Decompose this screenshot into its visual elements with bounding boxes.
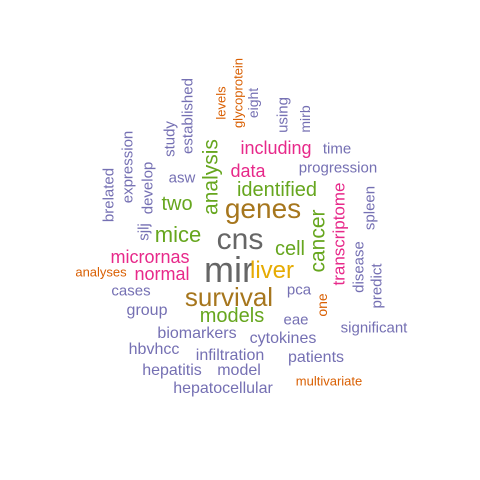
word-brelated: brelated — [100, 167, 118, 223]
word-glycoprotein: glycoprotein — [230, 57, 246, 129]
word-progression: progression — [298, 159, 378, 177]
word-including: including — [240, 138, 312, 158]
word-transcriptome: transcriptome — [329, 182, 349, 286]
word-patients: patients — [287, 349, 345, 366]
word-genes: genes — [224, 193, 302, 224]
word-two: two — [161, 193, 193, 215]
word-established: established — [179, 78, 197, 154]
word-pca: pca — [286, 281, 312, 299]
word-disease: disease — [350, 241, 368, 293]
word-time: time — [322, 140, 352, 158]
word-micrornas: micrornas — [110, 247, 190, 267]
word-cancer: cancer — [306, 209, 330, 273]
word-liver: liver — [249, 257, 295, 284]
word-identified: identified — [236, 179, 318, 201]
word-study: study — [161, 121, 179, 157]
word-model: model — [217, 362, 261, 379]
word-cns: cns — [216, 223, 264, 256]
word-analysis: analysis — [199, 139, 223, 215]
word-mice: mice — [154, 222, 202, 247]
word-sjlj: sjlj — [135, 223, 153, 241]
word-analyses: analyses — [75, 264, 127, 280]
word-expression: expression — [119, 130, 137, 204]
word-multivariate: multivariate — [295, 373, 363, 389]
word-data: data — [230, 161, 266, 181]
word-hepatocellular: hepatocellular — [173, 380, 273, 397]
word-significant: significant — [340, 319, 408, 337]
word-cases: cases — [111, 282, 151, 300]
word-predict: predict — [368, 263, 386, 309]
word-using: using — [274, 97, 292, 133]
word-cytokines: cytokines — [249, 330, 317, 347]
word-biomarkers: biomarkers — [157, 325, 237, 342]
word-eight: eight — [245, 87, 261, 119]
word-normal: normal — [134, 264, 190, 284]
word-asw: asw — [168, 169, 196, 187]
word-survival: survival — [184, 282, 274, 312]
word-group: group — [126, 302, 168, 319]
word-mir: mir — [204, 249, 254, 290]
word-cell: cell — [274, 238, 306, 260]
word-hepatitis: hepatitis — [142, 362, 202, 379]
word-mirb: mirb — [297, 105, 313, 133]
word-spleen: spleen — [361, 185, 379, 231]
word-one: one — [314, 293, 330, 317]
word-hbvhcc: hbvhcc — [128, 341, 180, 358]
word-infiltration: infiltration — [195, 347, 265, 364]
word-eae: eae — [283, 311, 309, 329]
word-models: models — [199, 305, 265, 327]
word-develop: develop — [139, 161, 157, 215]
word-levels: levels — [213, 86, 229, 120]
